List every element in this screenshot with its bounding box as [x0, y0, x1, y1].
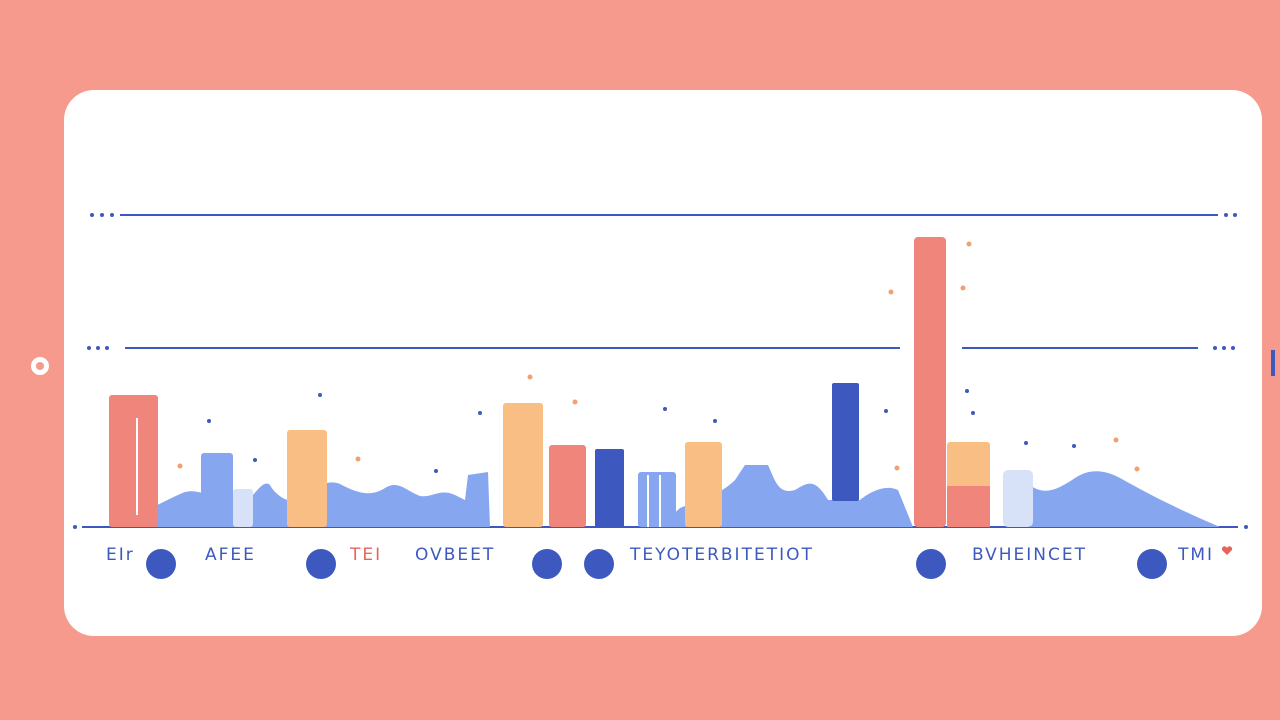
label: OVBEET	[415, 545, 495, 565]
label: AFEE	[205, 545, 256, 565]
spark-dots	[177, 241, 1140, 472]
label: TMI	[1177, 545, 1214, 565]
area	[1030, 471, 1220, 527]
handle-dot	[36, 362, 44, 370]
edge-marker	[1271, 350, 1275, 376]
label: TEYOTERBITETIOT	[629, 545, 814, 565]
markers	[146, 549, 1167, 579]
heart	[1221, 546, 1233, 555]
area	[660, 465, 913, 527]
bars	[109, 237, 1033, 527]
guide-dots	[73, 213, 1248, 529]
label: TEI	[349, 545, 382, 565]
label: BVHEINCET	[972, 545, 1087, 565]
label: EIr	[106, 545, 135, 565]
